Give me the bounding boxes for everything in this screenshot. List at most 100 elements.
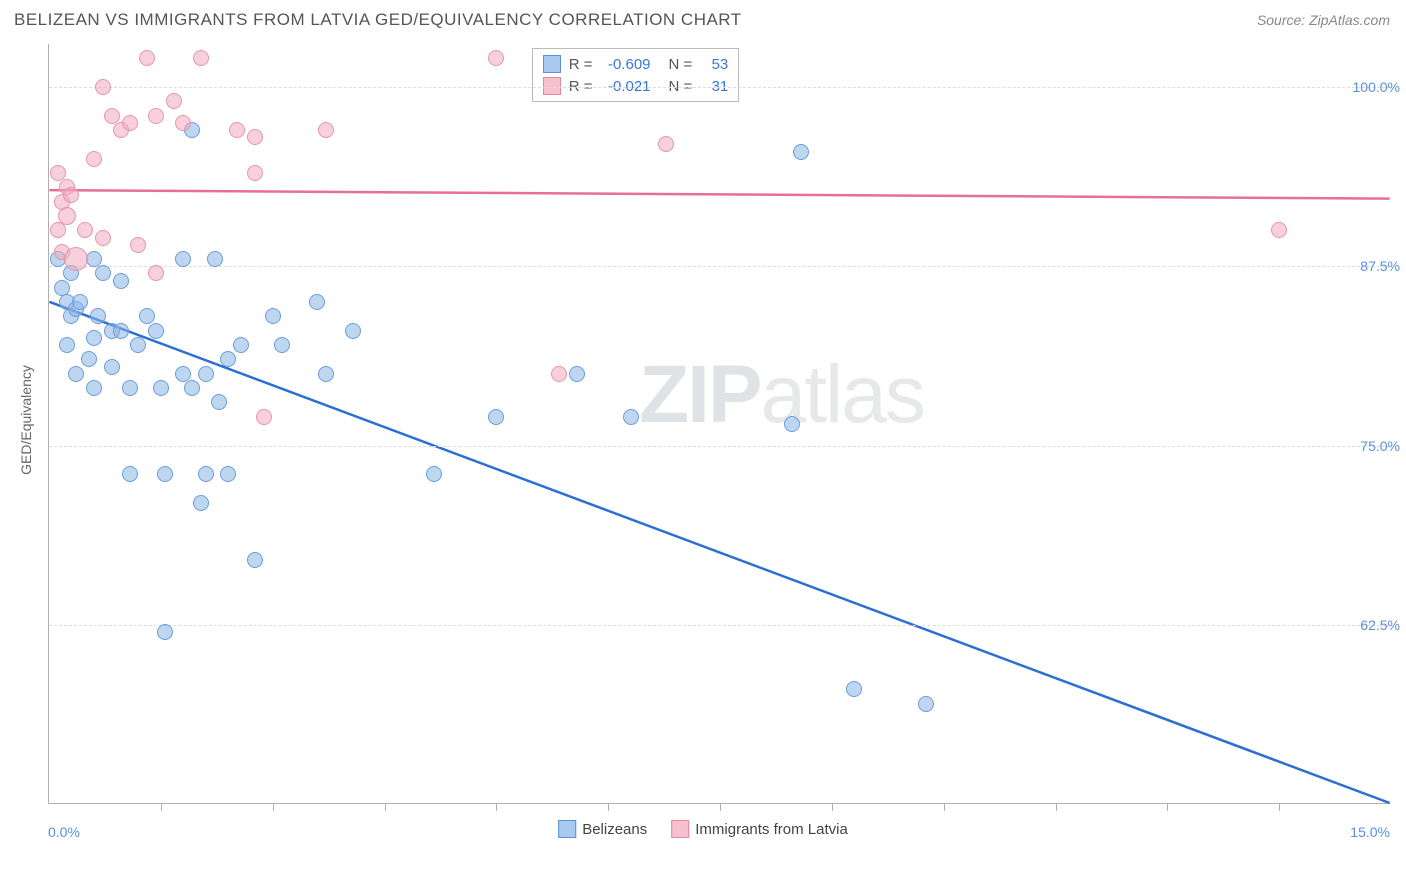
data-point-belizeans	[104, 359, 120, 375]
data-point-immigrants-latvia	[193, 50, 209, 66]
data-point-immigrants-latvia	[86, 151, 102, 167]
data-point-immigrants-latvia	[148, 108, 164, 124]
series-legend: Belizeans Immigrants from Latvia	[558, 820, 848, 838]
data-point-belizeans	[211, 394, 227, 410]
y-tick-label: 100.0%	[1353, 79, 1400, 95]
data-point-immigrants-latvia	[122, 115, 138, 131]
legend-swatch	[543, 77, 561, 95]
data-point-immigrants-latvia	[139, 50, 155, 66]
data-point-belizeans	[113, 323, 129, 339]
gridline	[49, 87, 1390, 88]
data-point-belizeans	[207, 251, 223, 267]
y-tick-label: 62.5%	[1360, 617, 1400, 633]
chart-plot-area: ZIPatlas R =-0.609N =53R =-0.021N =31	[48, 44, 1390, 804]
data-point-belizeans	[139, 308, 155, 324]
data-point-belizeans	[198, 466, 214, 482]
data-point-belizeans	[157, 466, 173, 482]
r-label: R =	[569, 78, 593, 95]
data-point-belizeans	[318, 366, 334, 382]
data-point-belizeans	[86, 251, 102, 267]
data-point-belizeans	[175, 251, 191, 267]
data-point-belizeans	[784, 416, 800, 432]
data-point-belizeans	[153, 380, 169, 396]
gridline	[49, 625, 1390, 626]
data-point-belizeans	[569, 366, 585, 382]
data-point-immigrants-latvia	[175, 115, 191, 131]
series-legend-label: Immigrants from Latvia	[695, 821, 848, 838]
r-label: R =	[569, 56, 593, 73]
x-tick	[832, 803, 833, 811]
x-tick	[273, 803, 274, 811]
data-point-immigrants-latvia	[77, 222, 93, 238]
gridline	[49, 266, 1390, 267]
x-min-label: 0.0%	[48, 824, 80, 840]
data-point-belizeans	[918, 696, 934, 712]
data-point-immigrants-latvia	[658, 136, 674, 152]
x-tick	[608, 803, 609, 811]
data-point-belizeans	[247, 552, 263, 568]
series-legend-item: Immigrants from Latvia	[671, 820, 848, 838]
r-value: -0.021	[601, 78, 651, 95]
data-point-belizeans	[345, 323, 361, 339]
data-point-belizeans	[220, 351, 236, 367]
data-point-belizeans	[175, 366, 191, 382]
data-point-immigrants-latvia	[64, 247, 88, 271]
data-point-belizeans	[274, 337, 290, 353]
data-point-belizeans	[81, 351, 97, 367]
data-point-immigrants-latvia	[95, 79, 111, 95]
data-point-belizeans	[309, 294, 325, 310]
data-point-belizeans	[193, 495, 209, 511]
data-point-immigrants-latvia	[50, 165, 66, 181]
data-point-immigrants-latvia	[551, 366, 567, 382]
data-point-immigrants-latvia	[148, 265, 164, 281]
data-point-belizeans	[122, 466, 138, 482]
x-tick	[1056, 803, 1057, 811]
data-point-immigrants-latvia	[247, 129, 263, 145]
x-tick	[944, 803, 945, 811]
watermark: ZIPatlas	[639, 348, 924, 442]
data-point-immigrants-latvia	[488, 50, 504, 66]
data-point-immigrants-latvia	[104, 108, 120, 124]
data-point-immigrants-latvia	[50, 222, 66, 238]
correlation-legend: R =-0.609N =53R =-0.021N =31	[532, 48, 740, 102]
correlation-legend-row: R =-0.609N =53	[543, 53, 729, 75]
chart-title: BELIZEAN VS IMMIGRANTS FROM LATVIA GED/E…	[14, 10, 742, 30]
data-point-belizeans	[148, 323, 164, 339]
legend-swatch	[543, 55, 561, 73]
data-point-immigrants-latvia	[63, 187, 79, 203]
watermark-bold: ZIP	[639, 349, 761, 440]
data-point-belizeans	[233, 337, 249, 353]
data-point-immigrants-latvia	[95, 230, 111, 246]
data-point-belizeans	[122, 380, 138, 396]
r-value: -0.609	[601, 56, 651, 73]
source-label: Source: ZipAtlas.com	[1257, 12, 1390, 28]
data-point-immigrants-latvia	[1271, 222, 1287, 238]
legend-swatch	[558, 820, 576, 838]
data-point-immigrants-latvia	[166, 93, 182, 109]
x-tick	[1167, 803, 1168, 811]
data-point-belizeans	[157, 624, 173, 640]
data-point-immigrants-latvia	[247, 165, 263, 181]
data-point-immigrants-latvia	[130, 237, 146, 253]
data-point-belizeans	[426, 466, 442, 482]
data-point-immigrants-latvia	[318, 122, 334, 138]
data-point-immigrants-latvia	[229, 122, 245, 138]
x-tick	[385, 803, 386, 811]
x-tick	[496, 803, 497, 811]
n-value: 31	[700, 78, 728, 95]
data-point-belizeans	[95, 265, 111, 281]
n-label: N =	[669, 78, 693, 95]
data-point-belizeans	[623, 409, 639, 425]
data-point-belizeans	[198, 366, 214, 382]
x-tick	[1279, 803, 1280, 811]
data-point-immigrants-latvia	[256, 409, 272, 425]
correlation-legend-row: R = -0.021 N = 31	[543, 75, 729, 97]
data-point-belizeans	[86, 330, 102, 346]
trendlines	[49, 44, 1390, 803]
gridline	[49, 446, 1390, 447]
data-point-belizeans	[113, 273, 129, 289]
data-point-belizeans	[184, 380, 200, 396]
series-legend-item: Belizeans	[558, 820, 647, 838]
series-legend-label: Belizeans	[582, 821, 647, 838]
data-point-belizeans	[846, 681, 862, 697]
